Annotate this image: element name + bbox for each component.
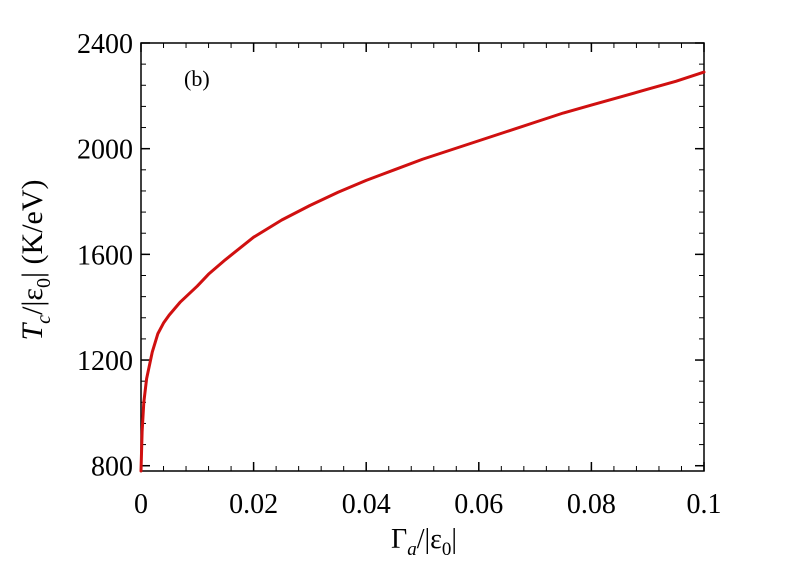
y-axis-label-after: /|ε — [16, 288, 49, 315]
x-axis-label-end: | — [451, 524, 457, 555]
x-tick-label: 0.04 — [342, 489, 391, 520]
y-tick-label: 2000 — [77, 135, 133, 166]
y-axis-label-main: T — [16, 322, 49, 341]
plot-frame — [140, 42, 705, 472]
x-axis-label-sub: a — [407, 539, 417, 560]
y-axis-label-sub: c — [33, 315, 55, 324]
series-layer — [139, 70, 706, 473]
x-axis-label-after: /|ε — [417, 524, 442, 555]
x-axis-label: Γa/|ε0| — [391, 524, 457, 560]
x-tick-label: 0.02 — [229, 489, 278, 520]
y-tick-label: 800 — [91, 452, 133, 483]
ticks — [140, 42, 705, 471]
y-axis-label-sub2: 0 — [33, 278, 55, 288]
tick-labels: 0 0.02 0.04 0.06 0.08 0.1 800 1200 1600 2000 2400 — [77, 29, 722, 520]
y-tick-label: 2400 — [77, 29, 133, 60]
x-tick-label: 0.1 — [687, 489, 722, 520]
y-tick-label: 1600 — [77, 240, 133, 271]
x-axis-label-main: Γ — [391, 524, 407, 555]
y-tick-label: 1200 — [77, 346, 133, 377]
series-line — [139, 70, 706, 473]
x-tick-label: 0.06 — [454, 489, 503, 520]
x-tick-label: 0.08 — [567, 489, 616, 520]
x-axis-label-sub2: 0 — [442, 539, 452, 560]
y-axis-label: Tc/|ε0| (K/eV) — [16, 180, 55, 341]
y-axis-label-end: | (K/eV) — [16, 180, 49, 278]
x-tick-label: 0 — [134, 489, 148, 520]
panel-label: (b) — [184, 66, 210, 91]
